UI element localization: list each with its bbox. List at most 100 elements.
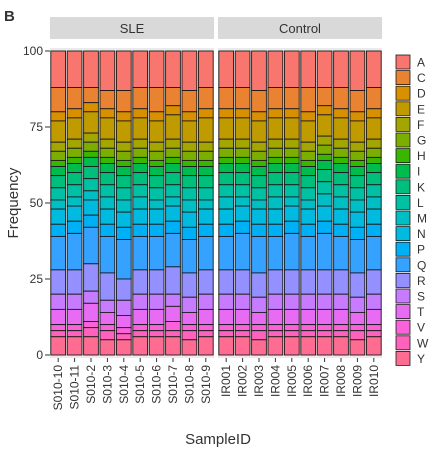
legend-swatch [395, 257, 411, 273]
bar-segment-A [316, 50, 333, 88]
bar-segment-I [83, 156, 99, 167]
bar-segment-K [83, 166, 99, 180]
bar-segment-A [218, 50, 235, 88]
bar-segment-W [267, 330, 284, 338]
bar-segment-K [165, 172, 181, 186]
bar-segment-V [83, 321, 99, 329]
x-tick-label: S010-3 [100, 365, 114, 404]
bar-segment-T [99, 311, 116, 326]
bar-segment-I [50, 166, 67, 177]
legend-swatch [395, 304, 411, 320]
bar-segment-E [50, 120, 67, 143]
bar-segment-N [316, 205, 333, 222]
bar-segment-W [283, 330, 300, 338]
bar-segment-H [83, 150, 99, 158]
legend-swatch [395, 319, 411, 335]
bar-segment-K [132, 172, 149, 186]
bar-segment-Q [99, 235, 116, 274]
bar-segment-M [115, 199, 132, 213]
legend-label: Q [417, 258, 426, 272]
bar-segment-F [365, 138, 382, 149]
bar-segment-F [218, 138, 235, 149]
bar-segment-D [132, 108, 149, 119]
facet-strip [218, 17, 382, 39]
facet-strip [50, 17, 214, 39]
bar-segment-H [251, 159, 267, 167]
bar-segment-L [283, 184, 300, 198]
bar-segment-T [66, 308, 83, 326]
x-tick-label: IR008 [334, 365, 348, 397]
bar-segment-C [267, 87, 284, 110]
bar-segment-M [132, 196, 149, 210]
bar-segment-E [316, 114, 333, 137]
legend-label: Y [417, 352, 425, 366]
bar-segment-Q [66, 232, 83, 271]
legend-label: W [417, 336, 429, 350]
y-tick-label: 25 [30, 272, 44, 286]
bar-segment-V [349, 324, 366, 332]
y-axis-title: Frequency [5, 167, 22, 238]
legend-label: M [417, 212, 427, 226]
x-tick-label: IR006 [301, 365, 315, 397]
legend-item-E: E [395, 101, 425, 117]
bar-segment-Y [148, 336, 165, 356]
legend-swatch [395, 132, 411, 148]
bar-segment-P [197, 223, 214, 237]
bar-segment-F [50, 141, 67, 152]
stacked-bar-S010-8 [181, 50, 198, 356]
bar-segment-H [300, 159, 317, 167]
bar-segment-E [218, 117, 235, 140]
bar-segment-E [349, 120, 366, 143]
bar-segment-D [365, 108, 382, 119]
bar-segment-K [148, 175, 165, 189]
bar-segment-F [300, 141, 317, 152]
bar-segment-I [333, 163, 349, 174]
bar-segment-T [234, 308, 251, 326]
bar-segment-S [283, 293, 300, 310]
bar-segment-V [197, 324, 214, 332]
bar-segment-V [148, 324, 165, 332]
bar-segment-Q [132, 235, 149, 271]
stacked-bar-S010-9 [197, 50, 214, 356]
bar-segment-L [99, 184, 116, 198]
bar-segment-S [181, 296, 198, 313]
facet-strip-label: Control [279, 21, 321, 36]
legend-item-H: H [395, 148, 426, 164]
bar-segment-C [349, 90, 366, 113]
bar-segment-A [99, 50, 116, 91]
legend-item-M: M [395, 210, 427, 226]
legend-swatch [395, 148, 411, 164]
legend-swatch [395, 272, 411, 288]
bar-segment-S [165, 293, 181, 307]
bar-segment-C [148, 87, 165, 113]
legend-label: A [417, 56, 425, 70]
x-tick-label: IR010 [367, 365, 381, 397]
bar-segment-G [234, 147, 251, 158]
legend-item-T: T [395, 304, 425, 320]
bar-segment-T [316, 308, 333, 326]
bar-segment-S [148, 293, 165, 310]
bar-segment-P [300, 223, 317, 237]
bar-segment-T [165, 305, 181, 323]
bar-segment-R [181, 272, 198, 298]
bar-segment-H [349, 159, 366, 167]
bar-segment-P [66, 220, 83, 234]
bar-segment-Q [181, 239, 198, 274]
bar-segment-I [267, 163, 284, 174]
y-tick-label: 50 [30, 196, 44, 210]
bar-segment-I [181, 166, 198, 177]
legend-item-W: W [395, 335, 429, 350]
bar-segment-W [251, 330, 267, 341]
legend-swatch [395, 101, 411, 117]
bar-segment-V [115, 327, 132, 335]
bar-segment-L [83, 178, 99, 192]
bar-segment-N [283, 205, 300, 222]
bar-segment-E [333, 117, 349, 140]
bar-segment-N [349, 211, 366, 228]
bar-segment-D [251, 111, 267, 122]
bar-segment-T [251, 311, 267, 326]
x-tick-label: S010-10 [51, 365, 65, 411]
bar-segment-W [316, 330, 333, 338]
bar-segment-L [181, 187, 198, 201]
